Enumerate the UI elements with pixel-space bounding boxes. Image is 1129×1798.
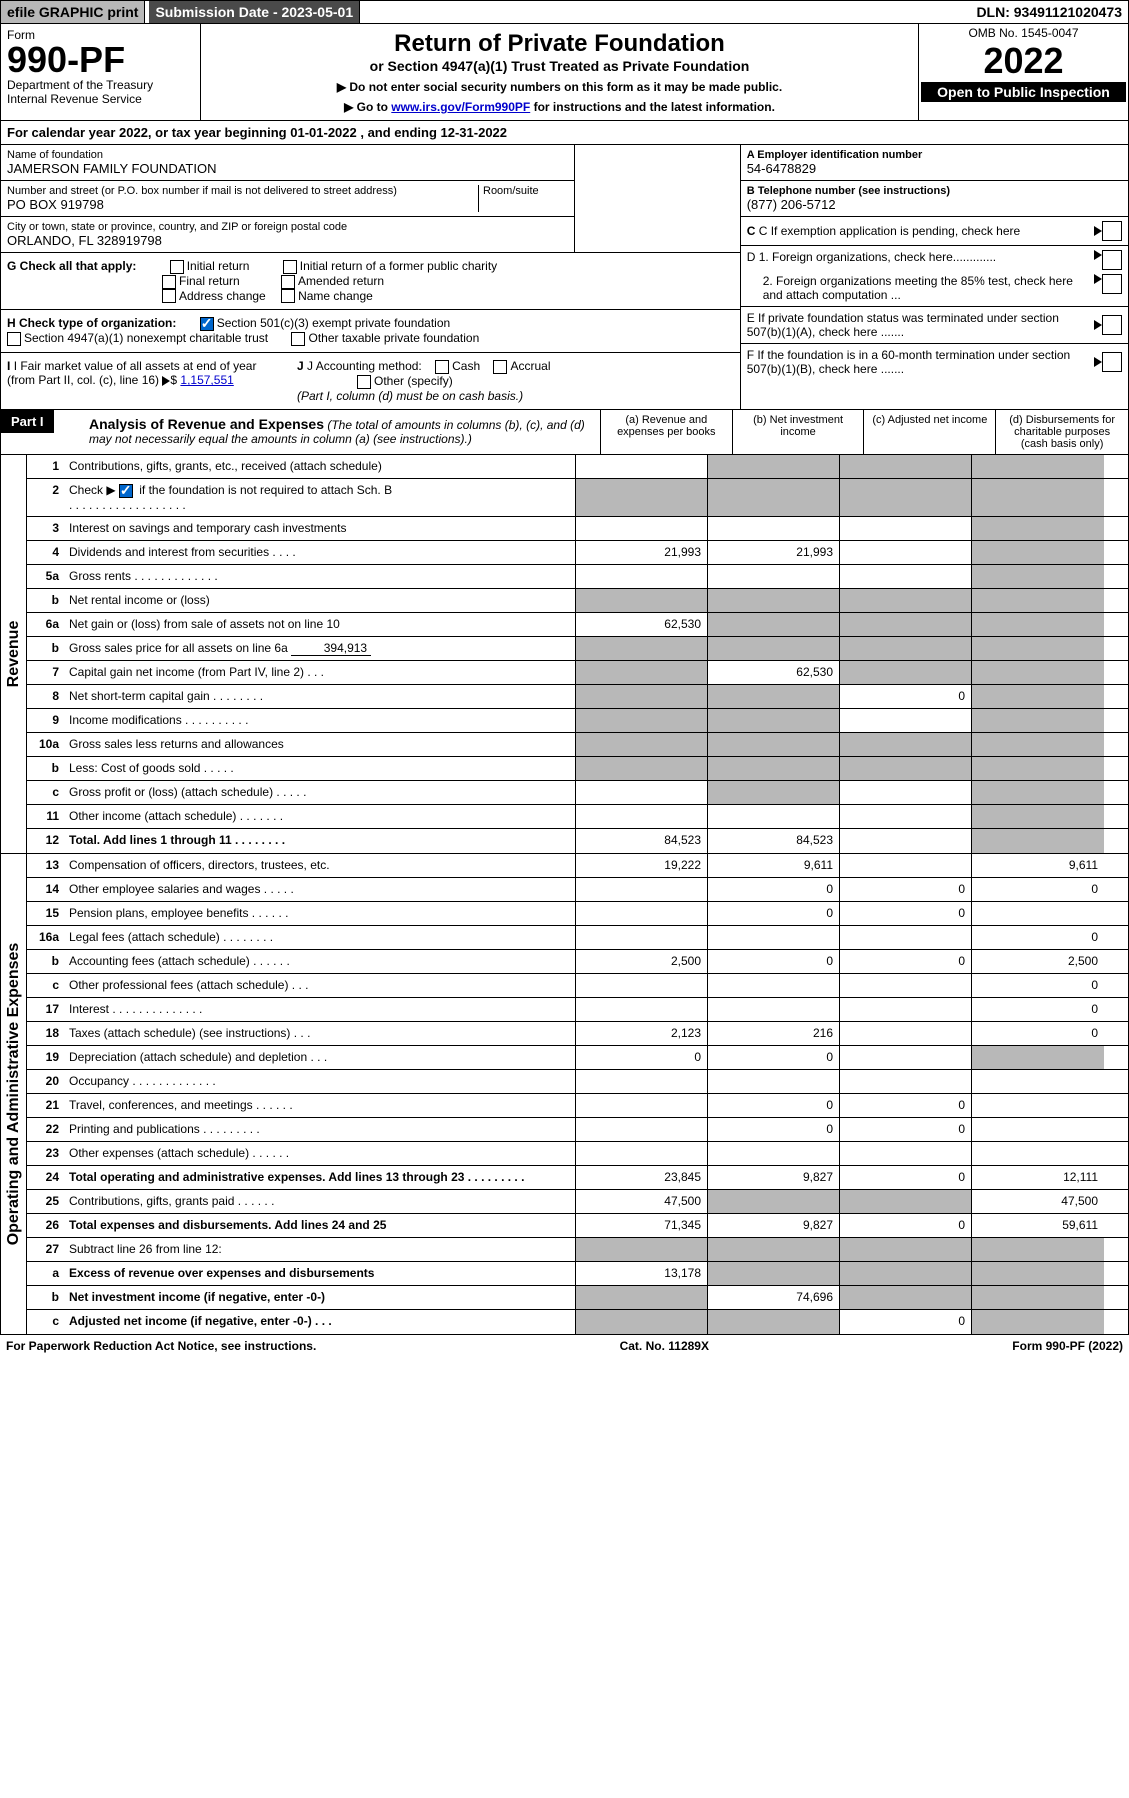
arrow-icon [1094,274,1102,284]
part1-title: Analysis of Revenue and Expenses [89,416,324,432]
dept: Department of the Treasury [7,78,194,92]
arrow-icon [162,376,170,386]
irs-link[interactable]: www.irs.gov/Form990PF [391,100,530,114]
chk-501c3[interactable] [200,317,214,331]
footer-right: Form 990-PF (2022) [1012,1339,1123,1353]
chk-4947[interactable] [7,332,21,346]
arrow-icon [1094,226,1102,236]
page-footer: For Paperwork Reduction Act Notice, see … [0,1335,1129,1357]
arrow-icon [1094,320,1102,330]
chk-final[interactable] [162,275,176,289]
footer-mid: Cat. No. 11289X [620,1339,709,1353]
efile-print-button[interactable]: efile GRAPHIC print [1,1,145,23]
chk-cash[interactable] [435,360,449,374]
section-g: G Check all that apply: Initial return I… [1,253,740,310]
chk-other-tax[interactable] [291,332,305,346]
chk-amended[interactable] [281,275,295,289]
col-c-hdr: (c) Adjusted net income [863,410,995,454]
chk-schb[interactable] [119,484,133,498]
c-text: C If exemption application is pending, c… [759,224,1021,238]
calendar-year-row: For calendar year 2022, or tax year begi… [0,121,1129,145]
city-label: City or town, state or province, country… [7,221,568,233]
ein: 54-6478829 [747,161,1122,176]
col-b-hdr: (b) Net investment income [732,410,864,454]
section-i-j: I I Fair market value of all assets at e… [1,353,740,409]
irs: Internal Revenue Service [7,92,194,106]
omb: OMB No. 1545-0047 [921,26,1126,40]
e-text: E If private foundation status was termi… [747,311,1094,339]
section-h: H Check type of organization: Section 50… [1,310,740,353]
d1-text: D 1. Foreign organizations, check here..… [747,250,1094,270]
room-label: Room/suite [483,185,568,197]
chk-e[interactable] [1102,315,1122,335]
form-title: Return of Private Foundation [207,30,912,58]
city: ORLANDO, FL 328919798 [7,233,568,248]
chk-name-change[interactable] [281,289,295,303]
form-note-2: ▶ Go to www.irs.gov/Form990PF for instru… [207,100,912,114]
chk-accrual[interactable] [493,360,507,374]
phone: (877) 206-5712 [747,197,1122,212]
arrow-icon [1094,250,1102,260]
chk-c[interactable] [1102,221,1122,241]
chk-initial-former[interactable] [283,260,297,274]
chk-f[interactable] [1102,352,1122,372]
form-header: Form 990-PF Department of the Treasury I… [0,24,1129,121]
tax-year: 2022 [921,40,1126,82]
col-a-hdr: (a) Revenue and expenses per books [600,410,732,454]
fmv-link[interactable]: 1,157,551 [180,373,233,387]
form-subtitle: or Section 4947(a)(1) Trust Treated as P… [207,58,912,74]
revenue-table: Revenue 1Contributions, gifts, grants, e… [0,455,1129,854]
footer-left: For Paperwork Reduction Act Notice, see … [6,1339,316,1353]
part1-header: Part I Analysis of Revenue and Expenses … [0,410,1129,455]
foundation-name: JAMERSON FAMILY FOUNDATION [7,161,568,176]
addr-label: Number and street (or P.O. box number if… [7,185,478,197]
name-label: Name of foundation [7,149,568,161]
expenses-table: Operating and Administrative Expenses 13… [0,854,1129,1335]
entity-info: Name of foundation JAMERSON FAMILY FOUND… [0,145,1129,410]
part1-label: Part I [1,410,54,433]
ein-label: A Employer identification number [747,149,923,161]
revenue-label: Revenue [5,620,23,687]
submission-date: Submission Date - 2023-05-01 [149,1,360,23]
chk-addr-change[interactable] [162,289,176,303]
chk-initial[interactable] [170,260,184,274]
f-text: F If the foundation is in a 60-month ter… [747,348,1094,376]
chk-d2[interactable] [1102,274,1122,294]
form-number: 990-PF [7,42,194,78]
chk-other-acct[interactable] [357,375,371,389]
arrow-icon [1094,357,1102,367]
expenses-label: Operating and Administrative Expenses [5,942,23,1245]
phone-label: B Telephone number (see instructions) [747,185,950,197]
dln: DLN: 93491121020473 [970,1,1128,23]
col-d-hdr: (d) Disbursements for charitable purpose… [995,410,1128,454]
top-bar: efile GRAPHIC print Submission Date - 20… [0,0,1129,24]
chk-d1[interactable] [1102,250,1122,270]
address: PO BOX 919798 [7,197,478,212]
form-note-1: ▶ Do not enter social security numbers o… [207,80,912,94]
open-public: Open to Public Inspection [921,82,1126,102]
d2-text: 2. Foreign organizations meeting the 85%… [747,274,1094,302]
